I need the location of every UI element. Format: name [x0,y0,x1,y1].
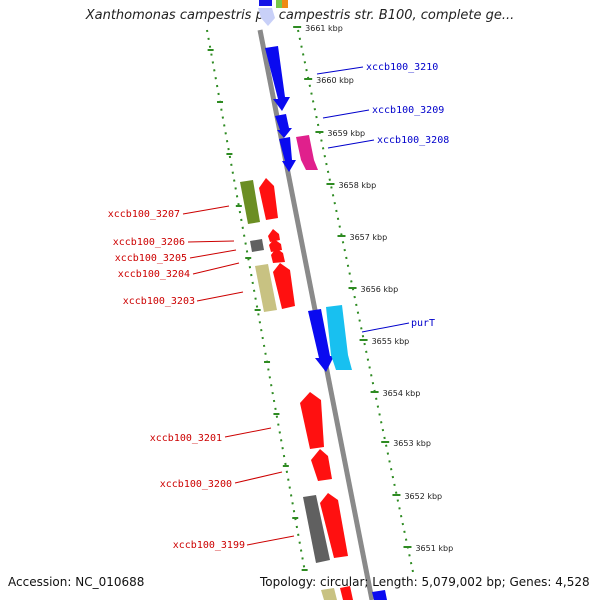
gene-xccb100-3201[interactable] [300,392,324,449]
plus-strand-genes[interactable] [258,0,352,372]
map-title: Xanthomonas campestris pv. campestris st… [85,8,515,23]
scale-tick-label: 3661 kbp [305,24,343,33]
label-xccb100-3209[interactable]: xccb100_3209 [372,105,444,116]
gene-xccb100-3206[interactable] [268,229,280,242]
label-purT[interactable]: purT [411,318,435,329]
gene-xccb100-3204[interactable] [271,248,285,263]
plus-label-leaders [316,66,410,333]
gene-xccb100-3209[interactable] [275,114,292,138]
scale-tick-label: 3660 kbp [316,76,354,85]
gene-xccb100-3200[interactable] [311,449,332,481]
gene-pur-a[interactable] [308,309,334,372]
gene-top-faded [258,8,275,26]
label-xccb100-3199[interactable]: xccb100_3199 [173,540,245,551]
label-xccb100-3210[interactable]: xccb100_3210 [366,62,438,73]
gene-top-fragment-2[interactable] [276,0,282,8]
gene-top-fragment-3[interactable] [282,0,288,8]
label-xccb100-3207[interactable]: xccb100_3207 [108,209,180,220]
gene-xccb100-3205[interactable] [269,239,282,252]
gene-xccb100-3203-khaki[interactable] [255,264,277,312]
gene-bottom-blue[interactable] [372,590,387,600]
scale-tick-label: 3654 kbp [383,389,421,398]
label-xccb100-3200[interactable]: xccb100_3200 [160,479,232,490]
label-xccb100-3208[interactable]: xccb100_3208 [377,135,449,146]
gene-bottom-red[interactable] [340,586,353,600]
gene-xccb100-3206-grey[interactable] [250,239,264,252]
gene-purT[interactable] [326,305,352,370]
scale-tick-label: 3653 kbp [393,439,431,448]
label-xccb100-3206[interactable]: xccb100_3206 [113,237,185,248]
gene-xccb100-3199[interactable] [320,493,348,558]
gene-xccb100-3199-grey[interactable] [303,495,330,563]
gene-xccb100-3207-olive[interactable] [240,180,260,224]
right-ring-ticks: 3661 kbp 3660 kbp 3659 kbp 3658 kbp 3657 kbp… [293,24,453,553]
gene-xccb100-3207[interactable] [259,178,278,220]
accession-info: Accession: NC_010688 [8,575,145,589]
label-xccb100-3203[interactable]: xccb100_3203 [123,296,195,307]
scale-tick-label: 3655 kbp [372,337,410,346]
gene-top-fragment[interactable] [259,0,272,6]
minus-strand-genes[interactable] [240,178,387,600]
scale-tick-label: 3657 kbp [349,233,387,242]
scale-tick-label: 3659 kbp [327,129,365,138]
label-xccb100-3205[interactable]: xccb100_3205 [115,253,187,264]
gene-xccb100-3208-a[interactable] [279,137,296,172]
scale-tick-label: 3651 kbp [415,544,453,553]
minus-label-leaders [182,205,295,546]
scale-tick-label: 3658 kbp [338,181,376,190]
label-xccb100-3201[interactable]: xccb100_3201 [150,433,222,444]
scale-tick-label: 3656 kbp [361,285,399,294]
gene-xccb100-3208[interactable] [296,135,318,170]
topology-info: Topology: circular; Length: 5,079,002 bp… [260,575,590,589]
gene-bottom-khaki[interactable] [321,588,337,600]
scale-tick-label: 3652 kbp [404,492,442,501]
left-ring-ticks [207,49,308,571]
gene-xccb100-3210[interactable] [265,46,290,111]
label-xccb100-3204[interactable]: xccb100_3204 [118,269,190,280]
gene-xccb100-3203[interactable] [273,263,295,309]
